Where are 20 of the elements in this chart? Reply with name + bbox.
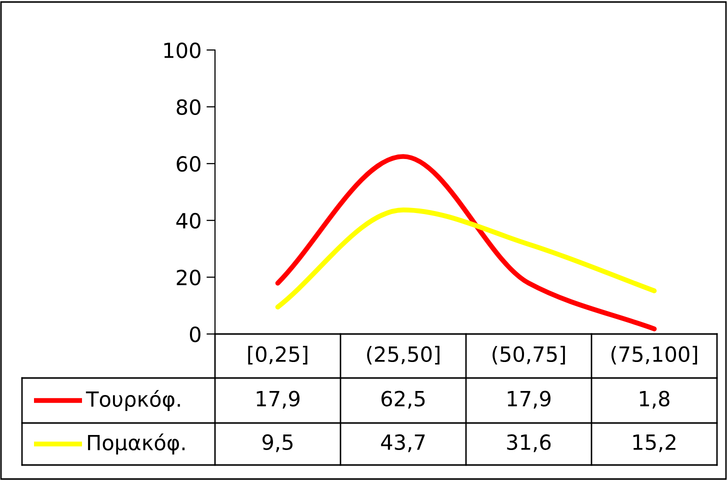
- data-label: 9,5: [262, 434, 292, 452]
- data-label: 17,9: [508, 390, 550, 409]
- data-label: 62,5: [382, 390, 425, 409]
- y-tick-label: 80: [176, 99, 200, 116]
- x-tick-label: (75,100]: [611, 346, 698, 364]
- x-tick-label: (50,75]: [492, 346, 565, 364]
- data-label: 15,2: [633, 434, 676, 452]
- y-tick-label: 0: [190, 326, 200, 342]
- y-tick-label: 60: [176, 156, 200, 172]
- data-label: 17,9: [256, 390, 300, 409]
- legend-label: Πομακόφ.: [88, 434, 185, 454]
- data-label: 1,8: [640, 390, 670, 409]
- legend-label: Τουρκόφ.: [86, 390, 180, 411]
- x-tick-label: [0,25]: [248, 346, 308, 364]
- y-tick-label: 20: [176, 270, 200, 286]
- y-tick-label: 100: [164, 42, 200, 58]
- data-label: 43,7: [381, 434, 425, 452]
- x-tick-label: (25,50]: [367, 346, 440, 364]
- y-tick-label: 40: [176, 212, 200, 229]
- data-label: 31,6: [507, 434, 551, 452]
